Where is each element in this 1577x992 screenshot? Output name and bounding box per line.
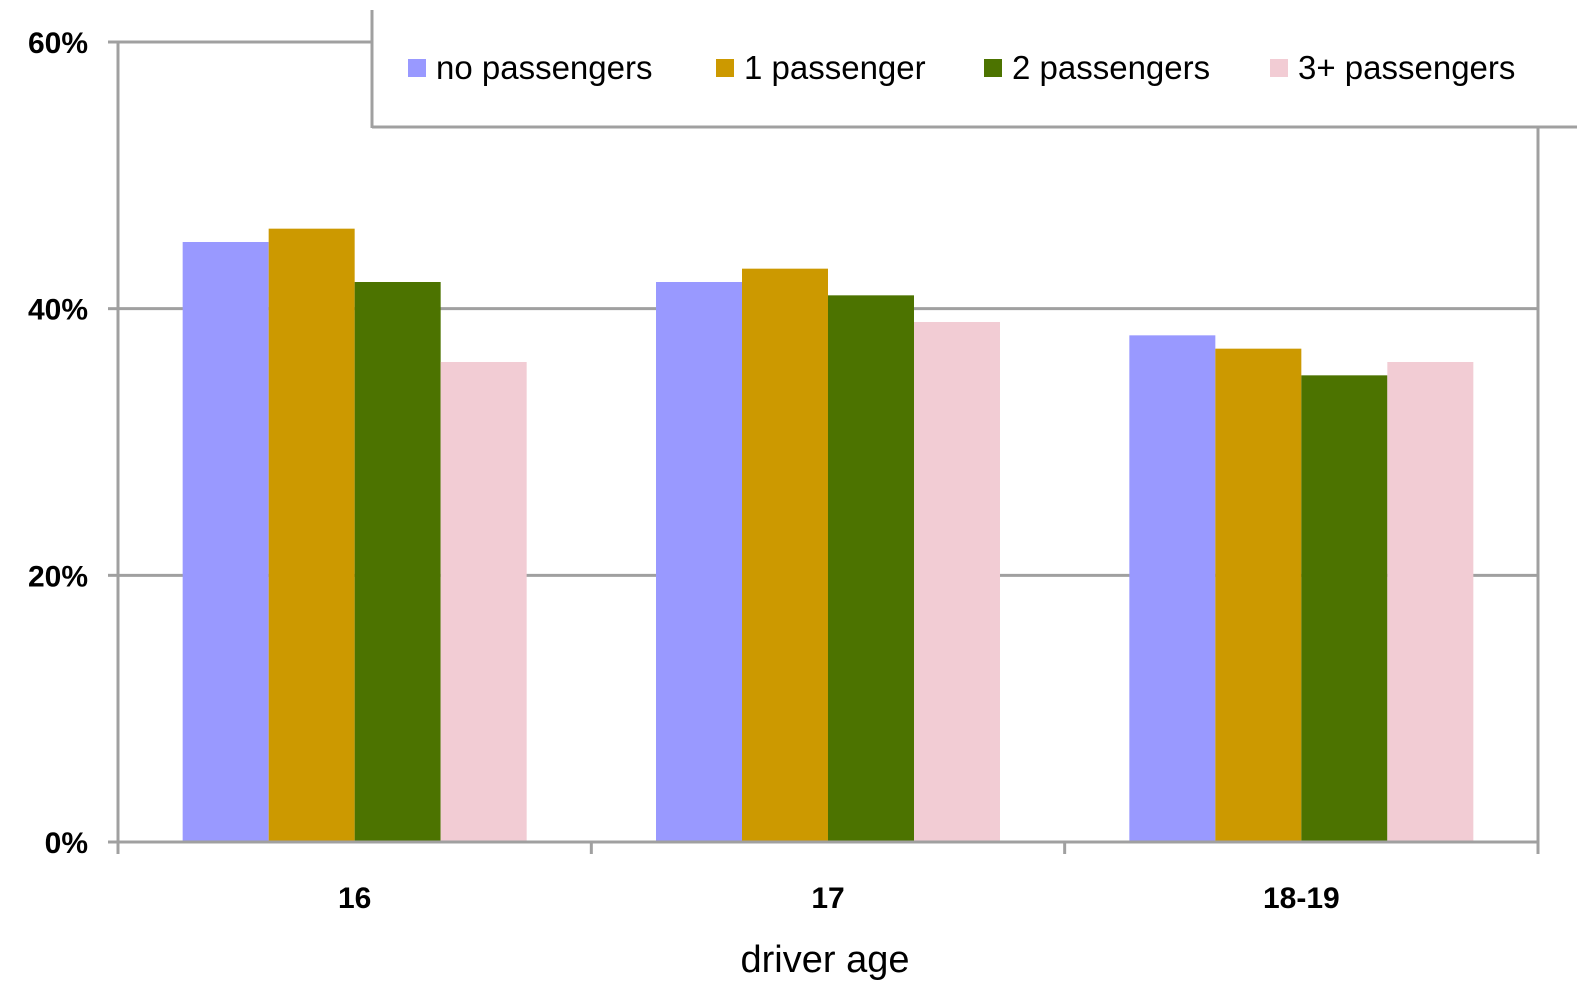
y-tick-label: 60%: [28, 27, 88, 60]
bar: [1129, 335, 1216, 842]
bar: [656, 282, 742, 842]
legend-swatch: [716, 59, 734, 77]
bar: [182, 242, 269, 842]
bar: [440, 362, 527, 842]
bar: [828, 295, 914, 842]
legend-swatch: [1270, 59, 1288, 77]
x-tick-label: 16: [338, 882, 371, 915]
x-tick-label: 17: [811, 882, 844, 915]
bars: [182, 228, 1474, 843]
bar: [268, 228, 355, 842]
legend-swatch: [408, 59, 426, 77]
x-tick-labels: 16 17 18-19: [338, 882, 1340, 915]
legend-box: [372, 10, 1576, 126]
legend-label: no passengers: [436, 49, 652, 86]
y-tick-labels: 0% 20% 40% 60%: [28, 27, 88, 860]
y-tick-label: 20%: [28, 560, 88, 593]
legend-label: 3+ passengers: [1298, 49, 1515, 86]
bar: [354, 282, 441, 842]
x-axis-title: driver age: [741, 939, 910, 981]
bar: [1215, 348, 1302, 842]
legend-label: 2 passengers: [1012, 49, 1210, 86]
y-tick-label: 0%: [45, 827, 88, 860]
bar: [1301, 375, 1388, 842]
axes: [108, 40, 1540, 854]
y-tick-label: 40%: [28, 294, 88, 327]
legend: no passengers 1 passenger 2 passengers 3+ p…: [370, 10, 1577, 129]
bar: [742, 268, 828, 843]
legend-label: 1 passenger: [744, 49, 926, 86]
bar: [1387, 362, 1474, 842]
x-tick-label: 18-19: [1263, 882, 1340, 915]
bar: [914, 322, 1000, 842]
legend-swatch: [984, 59, 1002, 77]
